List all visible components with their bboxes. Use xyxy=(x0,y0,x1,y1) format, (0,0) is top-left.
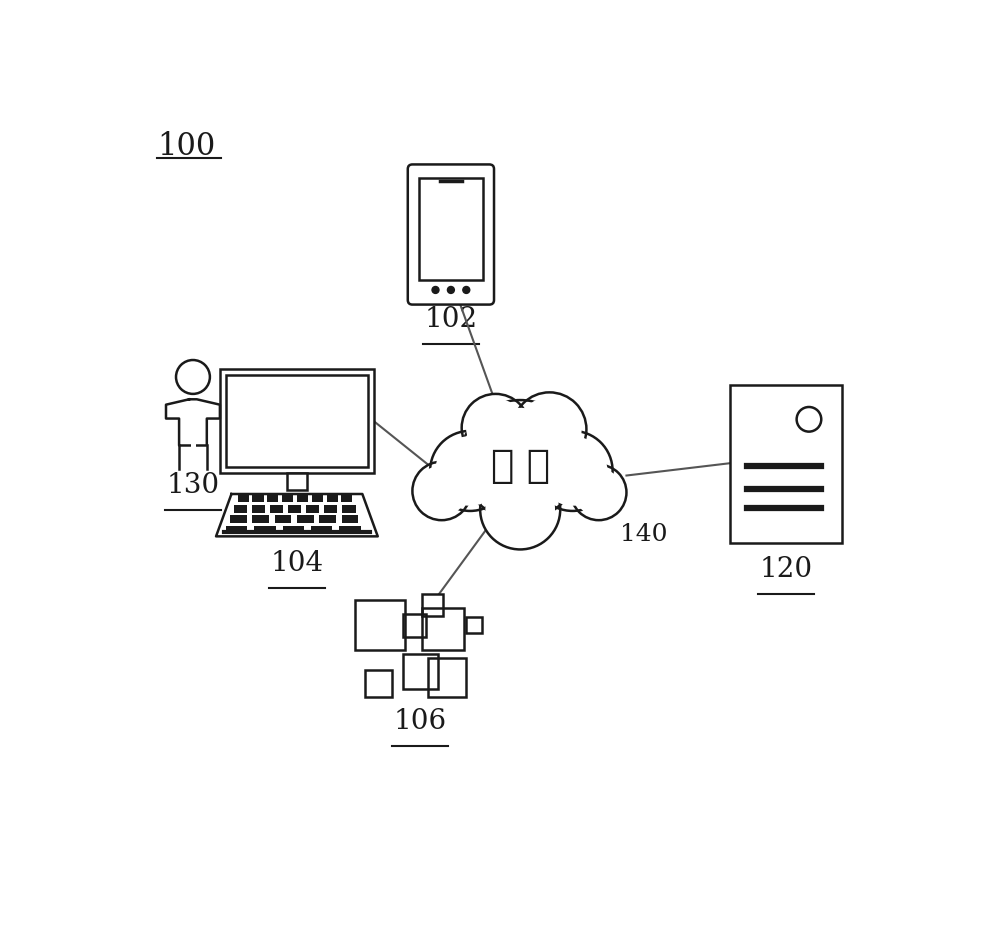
Circle shape xyxy=(447,287,454,293)
Bar xyxy=(270,504,283,513)
Bar xyxy=(287,474,307,490)
Bar xyxy=(252,494,264,502)
Bar xyxy=(355,601,405,650)
Text: 130: 130 xyxy=(166,473,220,500)
Bar xyxy=(466,617,482,632)
Bar xyxy=(226,526,247,533)
Bar xyxy=(234,504,247,513)
Text: 140: 140 xyxy=(620,523,668,546)
Polygon shape xyxy=(166,400,220,446)
Circle shape xyxy=(466,398,525,458)
Circle shape xyxy=(463,287,470,293)
Bar xyxy=(428,658,466,697)
Circle shape xyxy=(571,465,626,520)
Text: 104: 104 xyxy=(270,550,323,577)
Bar xyxy=(230,516,247,523)
Bar xyxy=(312,494,323,502)
Circle shape xyxy=(485,474,555,545)
Bar xyxy=(341,494,352,502)
Bar xyxy=(339,526,361,533)
Circle shape xyxy=(480,470,560,549)
Bar xyxy=(365,670,392,697)
Text: 网 络: 网 络 xyxy=(491,446,550,485)
Bar xyxy=(403,615,426,637)
Bar xyxy=(365,670,392,697)
Bar xyxy=(403,654,438,688)
Circle shape xyxy=(533,431,613,511)
Bar xyxy=(297,494,308,502)
Bar xyxy=(730,385,842,543)
FancyBboxPatch shape xyxy=(408,164,494,304)
Circle shape xyxy=(575,468,623,517)
Bar xyxy=(428,658,466,697)
Circle shape xyxy=(797,407,821,432)
Circle shape xyxy=(517,397,582,461)
Polygon shape xyxy=(216,494,378,536)
Bar xyxy=(403,615,426,637)
Bar xyxy=(252,516,269,523)
Bar xyxy=(355,601,405,650)
Bar xyxy=(283,526,304,533)
Bar xyxy=(252,504,265,513)
Bar xyxy=(342,516,358,523)
Bar xyxy=(282,494,293,502)
Circle shape xyxy=(432,287,439,293)
Text: 106: 106 xyxy=(394,708,447,735)
Bar xyxy=(267,494,278,502)
Circle shape xyxy=(460,400,580,520)
Bar xyxy=(466,617,482,632)
Text: 102: 102 xyxy=(424,306,477,333)
Circle shape xyxy=(462,394,529,461)
Bar xyxy=(275,516,291,523)
Bar xyxy=(422,594,443,616)
Bar xyxy=(422,608,464,650)
Circle shape xyxy=(468,408,572,513)
Bar xyxy=(220,369,374,474)
Bar xyxy=(324,504,337,513)
Bar xyxy=(327,494,338,502)
Bar xyxy=(254,526,276,533)
Bar xyxy=(319,516,336,523)
Circle shape xyxy=(430,431,510,511)
Bar xyxy=(422,594,443,616)
Bar xyxy=(342,504,356,513)
Circle shape xyxy=(176,360,210,394)
Bar xyxy=(419,178,483,280)
Bar xyxy=(288,504,301,513)
Bar xyxy=(238,494,249,502)
Bar xyxy=(422,608,464,650)
Bar xyxy=(306,504,319,513)
Circle shape xyxy=(416,465,467,517)
Bar xyxy=(311,526,332,533)
Text: 100: 100 xyxy=(157,131,215,162)
Bar xyxy=(297,516,314,523)
Bar xyxy=(403,654,438,688)
Circle shape xyxy=(412,461,471,520)
Circle shape xyxy=(513,392,586,466)
Text: 120: 120 xyxy=(759,557,812,584)
Circle shape xyxy=(538,436,607,505)
Bar xyxy=(226,375,368,467)
Circle shape xyxy=(435,436,505,505)
